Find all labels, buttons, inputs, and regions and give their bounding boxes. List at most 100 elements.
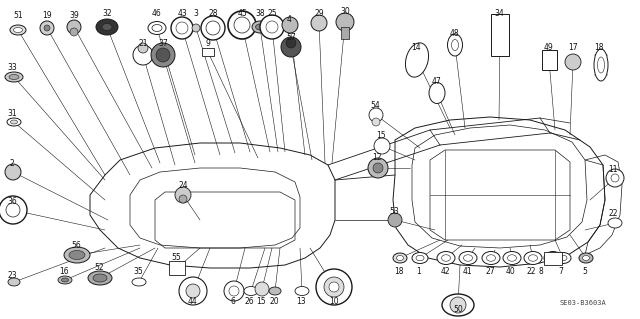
Ellipse shape — [463, 255, 472, 261]
Bar — [491, 14, 509, 56]
Ellipse shape — [524, 251, 542, 264]
Circle shape — [373, 163, 383, 173]
Text: 4: 4 — [287, 14, 291, 24]
Circle shape — [138, 43, 148, 53]
Ellipse shape — [152, 25, 162, 32]
Text: 27: 27 — [485, 266, 495, 276]
Text: 47: 47 — [432, 78, 442, 86]
Circle shape — [176, 22, 188, 34]
Text: 23: 23 — [7, 271, 17, 279]
Text: SE03-B3603A: SE03-B3603A — [560, 300, 607, 306]
Text: 55: 55 — [171, 254, 181, 263]
Text: 36: 36 — [7, 197, 17, 206]
Text: 54: 54 — [370, 101, 380, 110]
Ellipse shape — [529, 255, 538, 261]
Text: 9: 9 — [205, 39, 211, 48]
Ellipse shape — [8, 278, 20, 286]
Ellipse shape — [148, 21, 166, 34]
Circle shape — [179, 277, 207, 305]
Text: 1: 1 — [417, 266, 421, 276]
Text: 40: 40 — [506, 266, 516, 276]
Circle shape — [374, 138, 390, 154]
Ellipse shape — [10, 25, 26, 35]
Text: 44: 44 — [188, 298, 198, 307]
Circle shape — [224, 281, 244, 301]
Text: 49: 49 — [543, 43, 553, 53]
Ellipse shape — [252, 21, 268, 33]
Text: 18: 18 — [394, 266, 404, 276]
Ellipse shape — [548, 255, 557, 261]
Ellipse shape — [9, 75, 19, 79]
Ellipse shape — [5, 72, 23, 82]
Ellipse shape — [58, 276, 72, 284]
Text: 39: 39 — [69, 11, 79, 20]
Circle shape — [255, 282, 269, 296]
Ellipse shape — [559, 255, 567, 261]
Text: 33: 33 — [7, 63, 17, 72]
Circle shape — [175, 187, 191, 203]
Circle shape — [324, 277, 344, 297]
Text: 16: 16 — [59, 266, 69, 276]
Circle shape — [179, 195, 187, 203]
Circle shape — [311, 15, 327, 31]
Text: 13: 13 — [296, 298, 306, 307]
Text: 7: 7 — [559, 266, 563, 276]
Bar — [202, 48, 214, 56]
Text: 34: 34 — [494, 10, 504, 19]
Text: 21: 21 — [138, 40, 148, 48]
Ellipse shape — [255, 24, 264, 30]
Circle shape — [192, 24, 200, 32]
Ellipse shape — [64, 247, 90, 263]
Ellipse shape — [508, 255, 516, 261]
Ellipse shape — [594, 49, 608, 81]
Ellipse shape — [88, 271, 112, 285]
Circle shape — [372, 118, 380, 126]
Ellipse shape — [406, 43, 429, 77]
Ellipse shape — [447, 34, 463, 56]
Circle shape — [565, 54, 581, 70]
Circle shape — [316, 269, 352, 305]
Text: 2: 2 — [10, 160, 14, 168]
Circle shape — [329, 282, 339, 292]
Text: 10: 10 — [329, 298, 339, 307]
Text: 57: 57 — [286, 33, 296, 41]
Text: 6: 6 — [230, 298, 236, 307]
Circle shape — [40, 21, 54, 35]
Circle shape — [44, 25, 50, 31]
Circle shape — [201, 16, 225, 40]
Bar — [341, 27, 349, 39]
Text: 11: 11 — [608, 166, 618, 174]
Text: 15: 15 — [376, 131, 386, 140]
Circle shape — [266, 21, 278, 33]
Text: 53: 53 — [389, 207, 399, 217]
Text: 35: 35 — [133, 268, 143, 277]
Text: 15: 15 — [256, 298, 266, 307]
Circle shape — [5, 164, 21, 180]
Text: 18: 18 — [595, 43, 604, 53]
Ellipse shape — [7, 118, 21, 126]
Text: 14: 14 — [411, 43, 421, 53]
Ellipse shape — [555, 253, 571, 263]
Circle shape — [6, 203, 20, 217]
Ellipse shape — [416, 255, 424, 261]
Text: 17: 17 — [568, 43, 578, 53]
Ellipse shape — [244, 286, 258, 295]
Ellipse shape — [503, 251, 521, 264]
Text: 19: 19 — [42, 11, 52, 20]
Ellipse shape — [579, 253, 593, 263]
Circle shape — [611, 174, 619, 182]
Bar — [544, 251, 562, 264]
Circle shape — [151, 43, 175, 67]
Circle shape — [133, 45, 153, 65]
Text: 29: 29 — [314, 9, 324, 18]
Text: 37: 37 — [158, 40, 168, 48]
Ellipse shape — [69, 250, 85, 259]
Text: 26: 26 — [244, 298, 254, 307]
Circle shape — [0, 196, 27, 224]
Ellipse shape — [598, 57, 605, 73]
Text: 24: 24 — [178, 182, 188, 190]
Text: 50: 50 — [453, 305, 463, 314]
Bar — [169, 261, 185, 275]
Circle shape — [369, 108, 383, 122]
Ellipse shape — [442, 294, 474, 316]
